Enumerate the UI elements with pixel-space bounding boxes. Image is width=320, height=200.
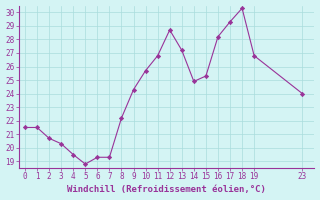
X-axis label: Windchill (Refroidissement éolien,°C): Windchill (Refroidissement éolien,°C) (67, 185, 266, 194)
